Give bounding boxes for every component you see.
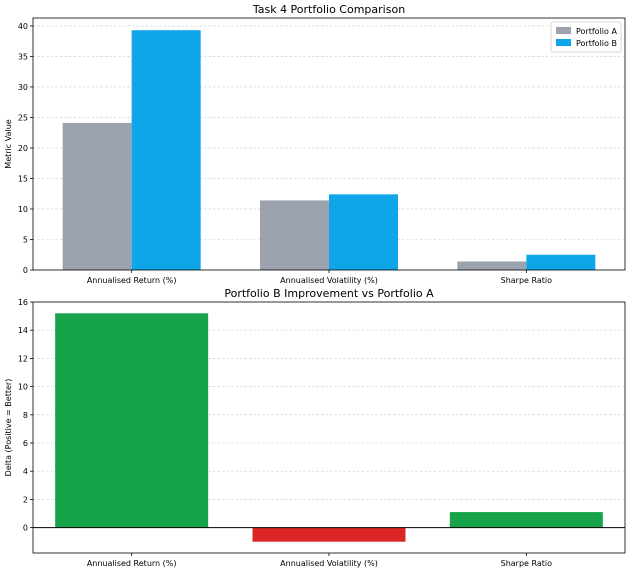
chart1-title: Task 4 Portfolio Comparison [252, 3, 405, 16]
chart2-ytick-label: 12 [18, 354, 28, 363]
chart1-bar [62, 122, 132, 270]
chart2-ytick-label: 14 [18, 326, 28, 335]
chart1-xtick-label: Sharpe Ratio [501, 276, 553, 285]
chart1-ytick-label: 40 [18, 22, 28, 31]
chart1-ytick-label: 0 [23, 266, 28, 275]
chart2-xtick-label: Annualised Volatility (%) [280, 559, 378, 568]
chart2-ytick-label: 0 [23, 524, 28, 533]
chart2-ytick-label: 4 [23, 467, 28, 476]
chart1-ylabel: Metric Value [4, 119, 13, 168]
chart2-bar [449, 512, 603, 528]
chart1-xtick-label: Annualised Volatility (%) [280, 276, 378, 285]
chart2-ytick-label: 8 [23, 411, 28, 420]
chart1-bar [131, 30, 201, 271]
chart2-xtick-label: Sharpe Ratio [501, 559, 553, 568]
chart2-title: Portfolio B Improvement vs Portfolio A [224, 287, 434, 300]
legend-swatch [556, 39, 571, 46]
chart1-ytick-label: 5 [23, 235, 28, 244]
legend-label: Portfolio A [576, 27, 617, 36]
improvement-chart: 0 2 4 6 8 10 12 14 16 Annualised Return (%) Annual… [4, 287, 626, 568]
chart2-ytick-label: 16 [18, 298, 28, 307]
chart2-ytick-label: 2 [23, 495, 28, 504]
chart2-xtick-label: Annualised Return (%) [87, 559, 177, 568]
legend-label: Portfolio B [576, 39, 617, 48]
chart1-ytick-label: 25 [18, 113, 28, 122]
legend-swatch [556, 27, 571, 34]
comparison-chart: 0 5 10 15 20 25 30 35 40 Annualised Return (%) Ann… [4, 3, 626, 285]
chart1-ytick-label: 30 [18, 83, 28, 92]
chart1-ytick-label: 35 [18, 52, 28, 61]
chart2-bar [252, 527, 406, 542]
chart2-ylabel: Delta (Positive = Better) [4, 379, 13, 477]
chart1-bar [260, 200, 329, 270]
chart2-ytick-label: 10 [18, 383, 28, 392]
chart2-bar [55, 313, 209, 528]
chart2-axes-frame [32, 301, 626, 554]
chart1-ytick-label: 10 [18, 205, 28, 214]
chart1-bar [526, 254, 596, 270]
chart1-ytick-label: 20 [18, 144, 28, 153]
chart2-ytick-label: 6 [23, 439, 28, 448]
chart1-axes-frame [32, 17, 626, 271]
chart1-ytick-label: 15 [18, 174, 28, 183]
chart1-xtick-label: Annualised Return (%) [87, 276, 177, 285]
chart1-bar [329, 194, 398, 270]
chart1-bar [457, 261, 527, 270]
